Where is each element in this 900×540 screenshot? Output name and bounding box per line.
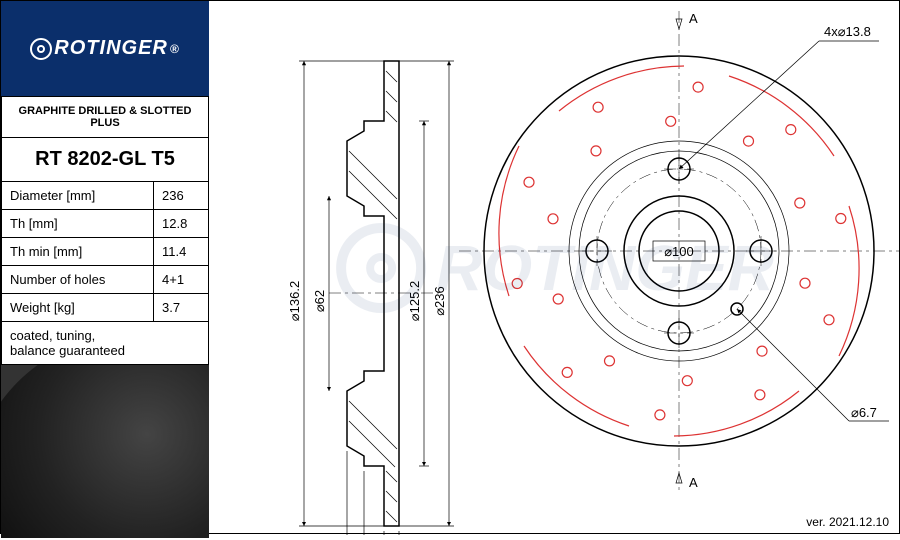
product-photo	[1, 365, 209, 538]
product-title-row: GRAPHITE DRILLED & SLOTTED PLUS	[2, 97, 209, 138]
table-row: Th min [mm] 11.4	[2, 238, 209, 266]
spec-label: Number of holes	[2, 266, 154, 294]
svg-text:⌀62: ⌀62	[312, 290, 327, 312]
spec-label: Diameter [mm]	[2, 182, 154, 210]
spec-value: 11.4	[154, 238, 209, 266]
drawing-svg: ⌀136.2 ⌀62 ⌀125.2 ⌀236 12.8	[209, 1, 900, 535]
svg-text:A: A	[689, 475, 698, 490]
part-number-row: RT 8202-GL T5	[2, 138, 209, 182]
svg-text:⌀125.2: ⌀125.2	[407, 281, 422, 321]
version-text: ver. 2021.12.10	[806, 515, 889, 529]
table-row: Th [mm] 12.8	[2, 210, 209, 238]
spec-value: 3.7	[154, 294, 209, 322]
front-view: A A	[459, 11, 899, 491]
spec-value: 12.8	[154, 210, 209, 238]
spec-value: 4+1	[154, 266, 209, 294]
brand-text: ROTINGER®	[30, 37, 179, 60]
page: ROTINGER® GRAPHITE DRILLED & SLOTTED PLU…	[0, 0, 900, 534]
svg-text:A: A	[689, 11, 698, 26]
spec-label: Weight [kg]	[2, 294, 154, 322]
table-row: Number of holes 4+1	[2, 266, 209, 294]
logo-icon	[30, 38, 52, 60]
svg-text:⌀100: ⌀100	[664, 244, 694, 259]
svg-text:⌀136.2: ⌀136.2	[287, 281, 302, 321]
spec-label: Th min [mm]	[2, 238, 154, 266]
product-title: GRAPHITE DRILLED & SLOTTED PLUS	[2, 97, 209, 138]
svg-text:4x⌀13.8: 4x⌀13.8	[824, 24, 871, 39]
spec-label: Th [mm]	[2, 210, 154, 238]
table-row: Diameter [mm] 236	[2, 182, 209, 210]
technical-drawing: ROTINGER	[209, 1, 900, 535]
svg-text:⌀236: ⌀236	[432, 286, 447, 316]
svg-text:⌀6.7: ⌀6.7	[851, 405, 877, 420]
part-number: RT 8202-GL T5	[2, 138, 209, 182]
note-row: coated, tuning, balance guaranteed	[2, 322, 209, 365]
brand-logo: ROTINGER®	[1, 1, 209, 96]
note-text: coated, tuning, balance guaranteed	[2, 322, 209, 365]
table-row: Weight [kg] 3.7	[2, 294, 209, 322]
sidebar: ROTINGER® GRAPHITE DRILLED & SLOTTED PLU…	[1, 1, 209, 535]
spec-value: 236	[154, 182, 209, 210]
spec-table: GRAPHITE DRILLED & SLOTTED PLUS RT 8202-…	[1, 96, 209, 365]
side-view: ⌀136.2 ⌀62 ⌀125.2 ⌀236 12.8	[287, 61, 454, 535]
